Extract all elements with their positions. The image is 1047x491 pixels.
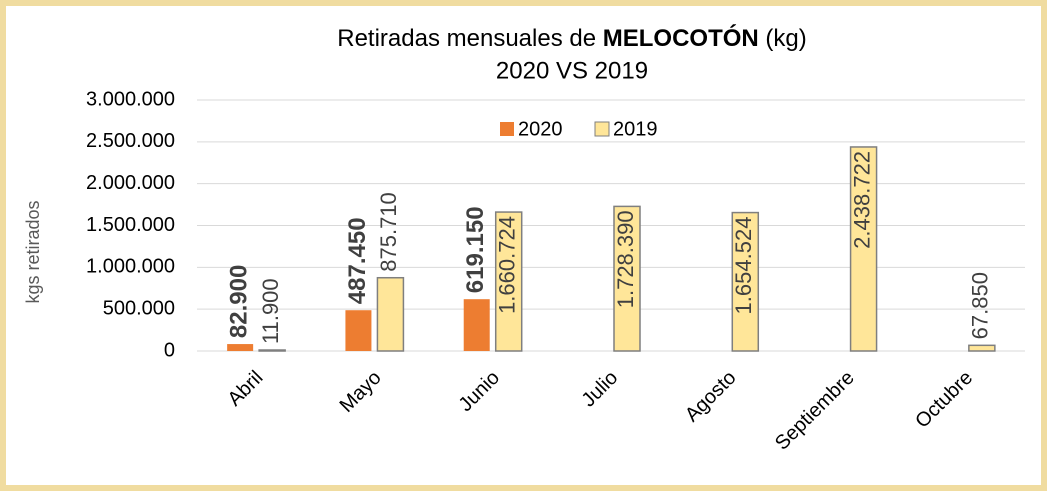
chart-subtitle: 2020 VS 2019 [496, 57, 648, 84]
y-tick-label: 500.000 [103, 297, 175, 319]
y-tick-label: 2.500.000 [86, 130, 175, 152]
y-tick-label: 2.000.000 [86, 172, 175, 194]
bar [258, 349, 286, 352]
title-part: MELOCOTÓN [603, 24, 759, 52]
legend-label: 2019 [613, 118, 658, 140]
bar [731, 211, 760, 352]
data-label: 11.900 [258, 278, 283, 344]
legend-label: 2020 [518, 118, 563, 140]
bar [968, 344, 996, 352]
bar [227, 344, 254, 351]
bar [376, 276, 405, 352]
title-part: Retiradas mensuales de [337, 25, 602, 52]
data-label: 67.850 [968, 272, 993, 339]
bar [494, 211, 523, 352]
data-label: 487.450 [344, 217, 371, 304]
title-part: (kg) [759, 25, 807, 52]
bar [463, 299, 490, 351]
bar [849, 146, 878, 352]
legend-swatch [594, 121, 610, 137]
y-tick-label: 1.000.000 [86, 256, 175, 278]
data-label: 875.710 [376, 192, 401, 272]
data-label: 1.654.524 [731, 217, 756, 315]
legend-swatch [500, 122, 514, 136]
y-tick-label: 3.000.000 [86, 88, 175, 110]
y-axis-title: kgs retirados [23, 200, 43, 303]
bar [345, 310, 372, 351]
data-label: 1.728.390 [613, 210, 638, 308]
data-label: 619.150 [462, 206, 489, 293]
chart-title: Retiradas mensuales de MELOCOTÓN (kg) [337, 24, 806, 52]
data-label: 82.900 [225, 265, 252, 338]
y-tick-label: 1.500.000 [86, 214, 175, 236]
data-label: 2.438.722 [849, 151, 874, 249]
data-label: 1.660.724 [495, 216, 520, 314]
y-tick-label: 0 [164, 339, 175, 361]
bar [613, 205, 641, 352]
